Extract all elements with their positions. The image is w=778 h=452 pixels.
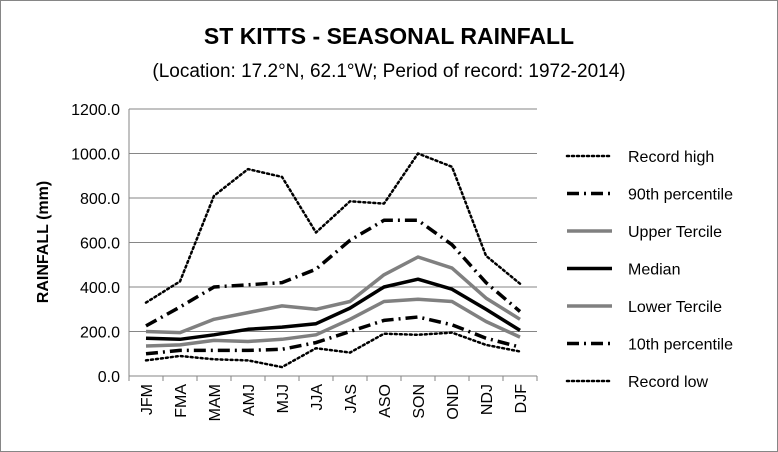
y-tick-label: 800.0 xyxy=(80,191,120,208)
y-tick-label: 1200.0 xyxy=(71,102,120,119)
series-lines xyxy=(144,152,522,369)
chart-title: ST KITTS - SEASONAL RAINFALL xyxy=(204,23,574,49)
x-tick-label: OND xyxy=(445,384,462,420)
series-line-upper-tercile xyxy=(145,255,521,335)
series-line-median xyxy=(145,277,521,342)
series-line-record-high xyxy=(144,152,522,304)
x-tick-label: FMA xyxy=(173,384,190,418)
x-tick-label: DJF xyxy=(513,384,530,414)
legend-label: Record high xyxy=(628,149,714,166)
legend-label: Record low xyxy=(628,374,708,391)
series-line-10th-percentile xyxy=(145,315,521,356)
legend-label: 10th percentile xyxy=(628,337,733,354)
x-tick-label: NDJ xyxy=(479,384,496,415)
x-tick-label: SON xyxy=(411,384,428,419)
gridlines xyxy=(129,108,537,332)
x-tick-label: MJJ xyxy=(275,384,292,413)
y-axis-label: RAINFALL (mm) xyxy=(35,181,52,303)
y-tick-label: 200.0 xyxy=(80,325,120,342)
x-tick-label: JJA xyxy=(309,384,326,411)
legend-label: Upper Tercile xyxy=(628,224,722,241)
legend-label: Median xyxy=(628,262,680,279)
series-line-record-low xyxy=(144,331,522,369)
x-tick-label: ASO xyxy=(377,384,394,418)
series-line-lower-tercile xyxy=(145,297,521,348)
legend-label: 90th percentile xyxy=(628,187,733,204)
y-tick-label: 1000.0 xyxy=(71,147,120,164)
chart-subtitle: (Location: 17.2°N, 62.1°W; Period of rec… xyxy=(152,61,625,82)
axes: 0.0 200.0 400.0 600.0 800.0 1000.0 1200.0 JFM FM… xyxy=(71,102,538,421)
x-tick-label: MAM xyxy=(207,384,224,421)
y-tick-label: 0.0 xyxy=(98,369,120,386)
x-tick-label: AMJ xyxy=(241,384,258,416)
legend: Record high 90th percentile Upper Tercile M… xyxy=(565,149,733,391)
legend-label: Lower Tercile xyxy=(628,299,722,316)
y-tick-label: 600.0 xyxy=(80,236,120,253)
x-tick-label: JAS xyxy=(343,384,360,413)
x-tick-label: JFM xyxy=(139,384,156,415)
y-tick-label: 400.0 xyxy=(80,280,120,297)
